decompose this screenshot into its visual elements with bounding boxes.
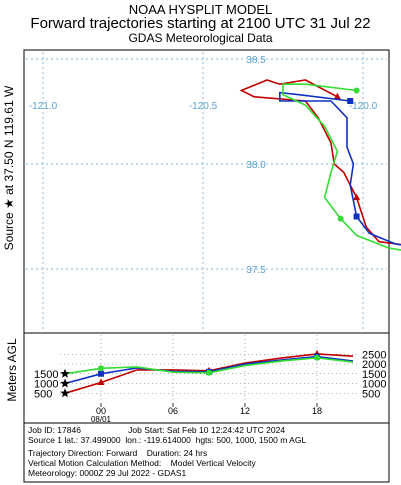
blue-height-marker bbox=[98, 370, 104, 377]
footer-vertical-line: Vertical Motion Calculation Method: Mode… bbox=[28, 458, 256, 468]
lon-tick-label: -120.5 bbox=[189, 101, 218, 112]
hour-tick-label: 00 bbox=[96, 406, 106, 416]
chart-title: Forward trajectories starting at 2100 UT… bbox=[30, 15, 371, 32]
red-height-marker bbox=[97, 378, 105, 386]
hour-tick-label: 12 bbox=[240, 406, 250, 416]
green-trajectory-marker bbox=[353, 87, 360, 94]
map-layer: -121.0-120.5-120.0-119.5-119.038.538.037… bbox=[26, 52, 401, 331]
height-panel bbox=[23, 332, 390, 424]
height-tick-label-right: 1500 bbox=[362, 369, 386, 381]
height-tick-label-left: 1500 bbox=[34, 369, 58, 381]
footer-job-line: Job ID: 17846 Job Start: Sat Feb 10 12:2… bbox=[28, 425, 286, 435]
date-label: 08/01 bbox=[91, 415, 112, 424]
model-title: NOAA HYSPLIT MODEL bbox=[128, 2, 273, 17]
green-height-marker bbox=[314, 354, 320, 361]
height-tick-label-right: 500 bbox=[362, 388, 380, 400]
height-start-star bbox=[60, 388, 70, 398]
lon-tick-label: -120.0 bbox=[349, 101, 378, 112]
blue-trajectory-line bbox=[278, 91, 401, 246]
height-tick-label-right: 1000 bbox=[362, 379, 386, 391]
footer-direction-line: Trajectory Direction: Forward Duration: … bbox=[28, 448, 208, 458]
lat-tick-label: 38.5 bbox=[246, 55, 266, 66]
height-tick-label-right: 2000 bbox=[362, 359, 386, 371]
source-location-label: Source ★ at 37.50 N 119.61 W bbox=[2, 85, 16, 250]
green-trajectory-line bbox=[282, 83, 401, 251]
height-layer: 00 06 12 1808/01500100015002000250050010001… bbox=[34, 335, 386, 424]
red-trajectory-marker bbox=[333, 92, 341, 100]
height-start-star bbox=[60, 368, 70, 378]
map-panel bbox=[23, 49, 390, 334]
lat-tick-label: 38.0 bbox=[246, 160, 266, 171]
height-tick-label-right: 2500 bbox=[362, 349, 386, 361]
hour-tick-label: 18 bbox=[312, 406, 322, 416]
blue-trajectory-marker bbox=[347, 98, 354, 104]
footer-box bbox=[23, 422, 390, 483]
green-height-marker bbox=[206, 369, 212, 376]
footer-meteorology-line: Meteorology: 0000Z 29 Jul 2022 - GDAS1 bbox=[28, 468, 187, 478]
height-start-star bbox=[60, 378, 70, 388]
height-tick-label-left: 500 bbox=[34, 388, 52, 400]
footer-source-line: Source 1 lat.: 37.499000 lon.: -119.6140… bbox=[28, 435, 307, 445]
blue-trajectory-marker bbox=[353, 213, 360, 220]
lat-tick-label: 37.5 bbox=[246, 265, 266, 276]
red-trajectory-marker bbox=[353, 193, 361, 201]
hour-tick-label: 06 bbox=[168, 406, 178, 416]
meters-agl-label: Meters AGL bbox=[5, 338, 19, 402]
data-source-subtitle: GDAS Meteorological Data bbox=[128, 31, 273, 45]
green-trajectory-marker bbox=[337, 215, 344, 222]
green-height-marker bbox=[98, 365, 104, 372]
lon-tick-label: -121.0 bbox=[29, 101, 58, 112]
height-tick-label-left: 1000 bbox=[34, 379, 58, 391]
